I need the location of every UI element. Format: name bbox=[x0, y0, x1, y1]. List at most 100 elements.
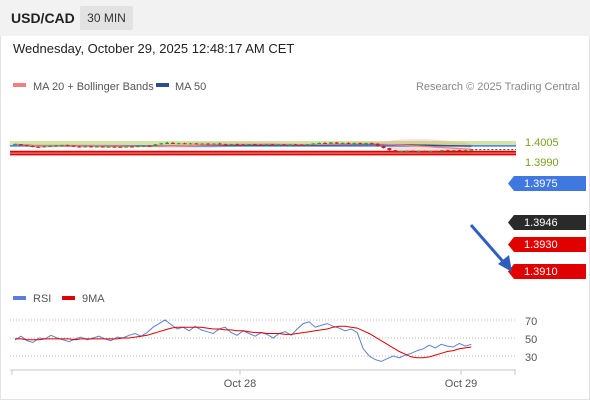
candle-body bbox=[48, 145, 53, 147]
candle-body bbox=[328, 142, 333, 144]
symbol-label: USD/CAD bbox=[11, 10, 75, 26]
rsi-tick-70: 70 bbox=[525, 316, 537, 328]
candle-body bbox=[206, 143, 211, 145]
candle-body bbox=[287, 144, 292, 146]
candle-body bbox=[71, 145, 76, 147]
candle-body bbox=[106, 146, 111, 148]
candle-body bbox=[188, 143, 193, 145]
ma50-legend-swatch bbox=[156, 83, 169, 87]
candle-body bbox=[463, 149, 468, 151]
candle-body bbox=[147, 145, 152, 147]
level-2-label: 1.3990 bbox=[525, 157, 559, 169]
datetime-label: Wednesday, October 29, 2025 12:48:17 AM … bbox=[13, 41, 295, 56]
level-3-tag-pointer bbox=[508, 176, 514, 191]
candle-body bbox=[276, 144, 281, 146]
candle-body bbox=[334, 142, 339, 144]
candle-body bbox=[457, 150, 462, 152]
forecast-arrow-line bbox=[469, 224, 508, 266]
candle-body bbox=[135, 146, 140, 148]
candle-body bbox=[346, 143, 351, 145]
candle-body bbox=[264, 144, 269, 146]
candle-body bbox=[241, 144, 246, 146]
candle-body bbox=[317, 143, 322, 145]
candle-body bbox=[404, 150, 409, 152]
candle-body bbox=[393, 150, 398, 152]
candle-body bbox=[299, 144, 304, 146]
candle-body bbox=[118, 146, 123, 148]
level-3-label: 1.3975 bbox=[524, 178, 558, 190]
support-2-tag bbox=[514, 264, 586, 279]
candle-body bbox=[352, 143, 357, 145]
candle-body bbox=[217, 143, 222, 145]
candle-body bbox=[428, 151, 433, 153]
rsi-line bbox=[14, 319, 472, 362]
x-label-oct29: Oct 29 bbox=[445, 378, 477, 390]
candle-body bbox=[364, 143, 368, 145]
candle-body bbox=[165, 142, 170, 144]
candle-body bbox=[305, 144, 310, 146]
support-1-label: 1.3930 bbox=[524, 239, 558, 251]
candle-body bbox=[100, 146, 105, 148]
candle-body bbox=[375, 143, 380, 147]
ma20-legend-label: MA 20 + Bollinger Bands bbox=[33, 81, 154, 93]
candle-body bbox=[440, 150, 445, 152]
candle-body bbox=[445, 150, 450, 152]
rsi-legend-label: RSI bbox=[33, 293, 51, 305]
candle-body bbox=[59, 145, 64, 147]
support-2-label: 1.3910 bbox=[524, 266, 558, 278]
candle-body bbox=[223, 144, 228, 146]
candle-body bbox=[153, 144, 158, 146]
credit-label: Research © 2025 Trading Central bbox=[416, 81, 580, 93]
level-3-tag bbox=[514, 176, 586, 191]
x-label-oct28: Oct 28 bbox=[224, 378, 256, 390]
candle-body bbox=[247, 144, 251, 146]
candle-body bbox=[323, 143, 328, 145]
bollinger-band bbox=[15, 139, 472, 156]
candle-body bbox=[130, 146, 134, 148]
candle-body bbox=[211, 143, 216, 145]
support-1-tag-pointer bbox=[508, 237, 514, 252]
candle-body bbox=[381, 146, 386, 149]
level-1-label: 1.4005 bbox=[525, 137, 559, 149]
candle-body bbox=[311, 143, 316, 145]
candle-body bbox=[18, 144, 23, 146]
rsi-tick-50: 50 bbox=[525, 334, 537, 346]
candle-body bbox=[258, 144, 263, 146]
candle-body bbox=[340, 143, 345, 145]
candle-body bbox=[229, 144, 234, 146]
candle-body bbox=[170, 142, 175, 144]
candle-body bbox=[36, 146, 41, 148]
timeframe-button[interactable]: 30 MIN bbox=[80, 6, 133, 30]
candle-body bbox=[89, 146, 94, 148]
candle-body bbox=[182, 143, 187, 145]
candle-body bbox=[469, 149, 474, 151]
candle-body bbox=[399, 151, 404, 153]
candle-body bbox=[422, 150, 427, 152]
candle-body bbox=[194, 143, 199, 145]
ma50-legend-label: MA 50 bbox=[175, 81, 206, 93]
candle-body bbox=[252, 144, 257, 146]
ma20-legend-swatch bbox=[13, 83, 26, 87]
candle-body bbox=[13, 144, 17, 146]
rsi-9ma-line bbox=[15, 325, 472, 359]
candle-body bbox=[53, 145, 58, 147]
candle-body bbox=[94, 146, 99, 148]
candle-body bbox=[124, 146, 129, 148]
candle-body bbox=[83, 146, 88, 148]
candle-body bbox=[451, 150, 456, 152]
candle-body bbox=[293, 144, 298, 146]
candle-body bbox=[176, 143, 181, 145]
candle-body bbox=[24, 145, 29, 147]
current-price-tag bbox=[514, 215, 586, 230]
rsi-legend-swatch bbox=[13, 296, 26, 300]
candle-body bbox=[416, 150, 421, 152]
candle-body bbox=[358, 143, 363, 145]
top-bar: USD/CAD 30 MIN bbox=[0, 0, 590, 36]
candle-body bbox=[434, 151, 439, 153]
candle-body bbox=[369, 143, 374, 145]
rsi-9ma-legend-swatch bbox=[62, 296, 75, 300]
candle-body bbox=[200, 143, 205, 145]
candle-body bbox=[387, 148, 392, 151]
candle-body bbox=[410, 150, 415, 152]
